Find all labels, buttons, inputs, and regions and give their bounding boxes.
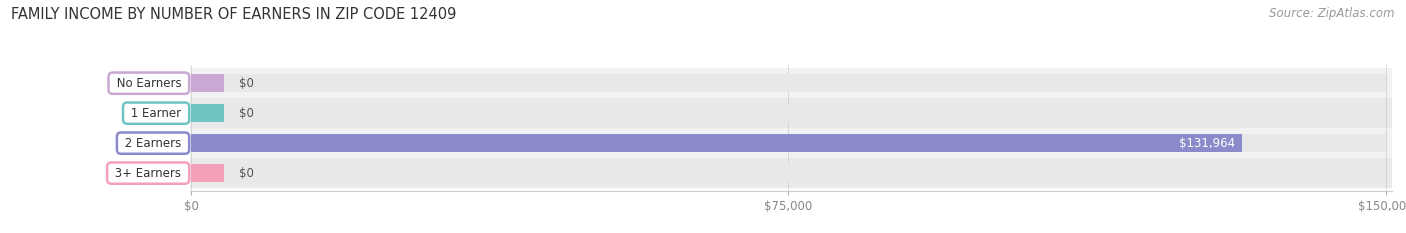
Text: $131,964: $131,964 <box>1180 137 1234 150</box>
Text: $0: $0 <box>239 77 253 90</box>
Text: 3+ Earners: 3+ Earners <box>111 167 186 180</box>
Bar <box>190 128 1392 158</box>
Bar <box>191 134 1243 152</box>
Text: 1 Earner: 1 Earner <box>127 107 186 120</box>
Text: FAMILY INCOME BY NUMBER OF EARNERS IN ZIP CODE 12409: FAMILY INCOME BY NUMBER OF EARNERS IN ZI… <box>11 7 457 22</box>
Bar <box>191 104 1386 122</box>
Text: Source: ZipAtlas.com: Source: ZipAtlas.com <box>1270 7 1395 20</box>
Bar <box>191 134 1386 152</box>
Bar <box>190 158 1392 188</box>
Bar <box>191 164 1386 182</box>
Bar <box>191 74 225 92</box>
Bar <box>191 164 225 182</box>
Bar <box>190 68 1392 98</box>
Text: 2 Earners: 2 Earners <box>121 137 186 150</box>
Text: No Earners: No Earners <box>112 77 186 90</box>
Bar <box>190 98 1392 128</box>
Text: $0: $0 <box>239 167 253 180</box>
Bar <box>191 74 1386 92</box>
Bar <box>191 104 225 122</box>
Text: $0: $0 <box>239 107 253 120</box>
